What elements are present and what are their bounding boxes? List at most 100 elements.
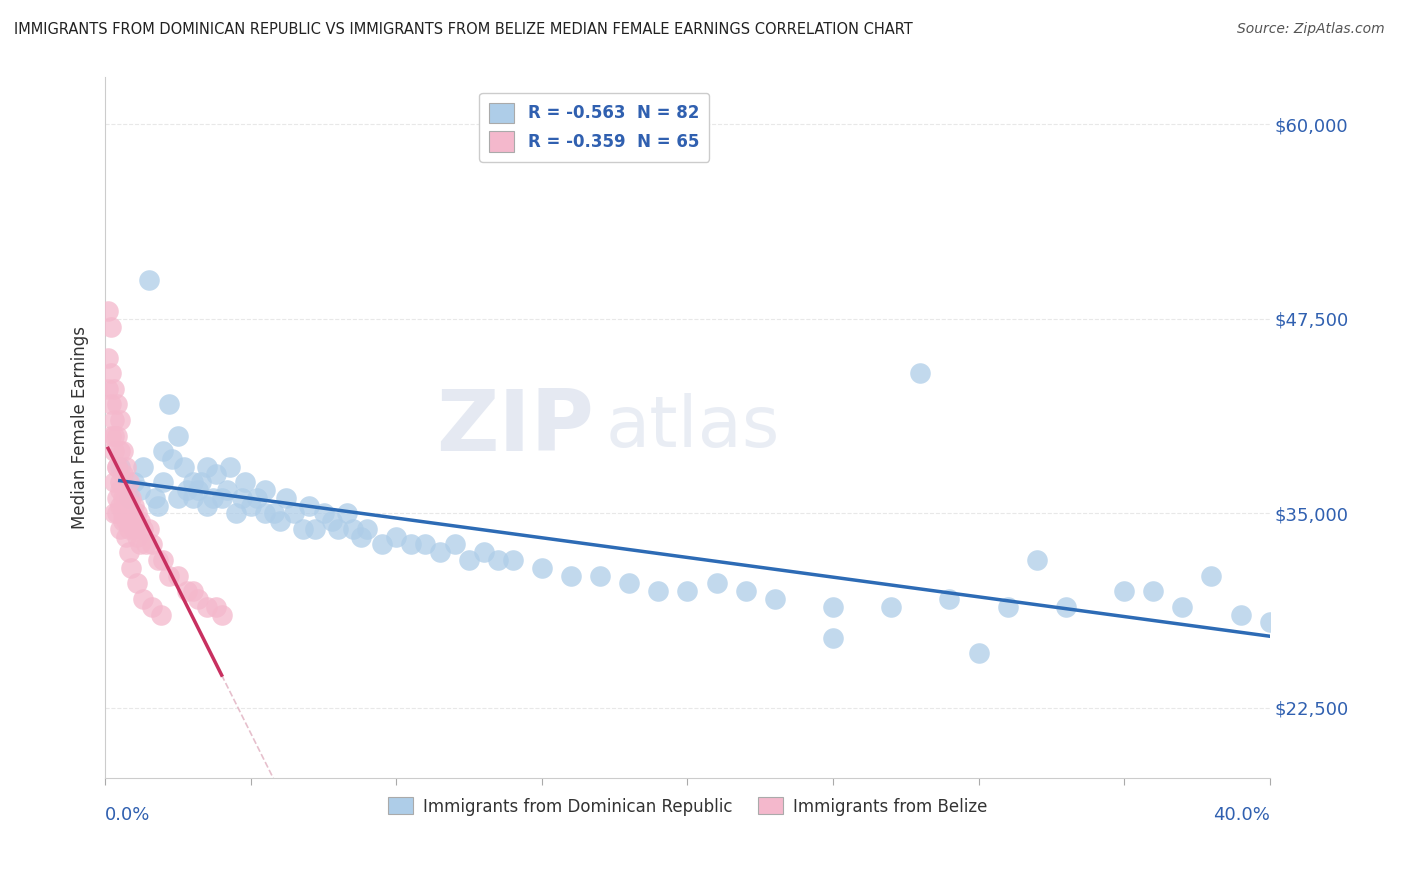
Point xyxy=(304,522,326,536)
Point xyxy=(176,584,198,599)
Point xyxy=(100,319,122,334)
Point xyxy=(619,576,641,591)
Point xyxy=(111,507,134,521)
Point xyxy=(111,467,134,482)
Point xyxy=(111,491,134,505)
Point xyxy=(117,522,139,536)
Point xyxy=(129,537,152,551)
Point xyxy=(269,514,291,528)
Point xyxy=(1142,584,1164,599)
Point xyxy=(211,607,233,622)
Point xyxy=(560,568,582,582)
Point xyxy=(103,444,125,458)
Point xyxy=(114,530,136,544)
Point xyxy=(114,491,136,505)
Point xyxy=(219,459,242,474)
Point xyxy=(298,499,321,513)
Point xyxy=(111,514,134,528)
Point xyxy=(124,499,146,513)
Point xyxy=(135,537,157,551)
Point xyxy=(181,584,204,599)
Point xyxy=(181,475,204,490)
Point xyxy=(1258,615,1281,630)
Point xyxy=(143,491,166,505)
Point xyxy=(100,366,122,380)
Point xyxy=(225,507,247,521)
Point xyxy=(211,491,233,505)
Point xyxy=(157,397,180,411)
Point xyxy=(108,459,131,474)
Point xyxy=(114,514,136,528)
Point xyxy=(108,413,131,427)
Point xyxy=(201,491,224,505)
Text: ZIP: ZIP xyxy=(436,386,595,469)
Point xyxy=(103,475,125,490)
Point xyxy=(100,428,122,442)
Point xyxy=(167,428,190,442)
Point xyxy=(127,530,149,544)
Point xyxy=(336,507,359,521)
Point xyxy=(205,599,228,614)
Point xyxy=(938,591,960,606)
Text: atlas: atlas xyxy=(606,393,780,462)
Point xyxy=(195,499,218,513)
Point xyxy=(676,584,699,599)
Point xyxy=(120,514,142,528)
Point xyxy=(399,537,422,551)
Point xyxy=(205,467,228,482)
Point xyxy=(181,491,204,505)
Point xyxy=(103,413,125,427)
Point xyxy=(274,491,297,505)
Point xyxy=(967,647,990,661)
Point xyxy=(706,576,728,591)
Point xyxy=(105,459,128,474)
Point xyxy=(108,499,131,513)
Point xyxy=(117,475,139,490)
Point xyxy=(132,591,155,606)
Point xyxy=(167,491,190,505)
Point xyxy=(190,475,212,490)
Point xyxy=(821,599,844,614)
Point xyxy=(103,382,125,396)
Point xyxy=(146,499,169,513)
Text: 40.0%: 40.0% xyxy=(1213,806,1270,824)
Point xyxy=(117,491,139,505)
Point xyxy=(910,366,932,380)
Point xyxy=(173,459,195,474)
Point xyxy=(356,522,378,536)
Point xyxy=(231,491,253,505)
Point xyxy=(103,428,125,442)
Point xyxy=(821,631,844,645)
Point xyxy=(97,304,120,318)
Point xyxy=(429,545,451,559)
Y-axis label: Median Female Earnings: Median Female Earnings xyxy=(72,326,89,529)
Point xyxy=(326,522,349,536)
Point xyxy=(105,491,128,505)
Point xyxy=(371,537,394,551)
Point xyxy=(1025,553,1047,567)
Point xyxy=(254,483,277,497)
Point xyxy=(486,553,509,567)
Point xyxy=(1229,607,1251,622)
Point xyxy=(146,553,169,567)
Point xyxy=(530,561,553,575)
Point xyxy=(167,568,190,582)
Point xyxy=(176,483,198,497)
Point xyxy=(443,537,465,551)
Point xyxy=(124,475,146,490)
Point xyxy=(120,491,142,505)
Point xyxy=(105,507,128,521)
Point xyxy=(105,397,128,411)
Point xyxy=(458,553,481,567)
Point xyxy=(647,584,669,599)
Point xyxy=(138,522,160,536)
Point xyxy=(108,475,131,490)
Point xyxy=(763,591,786,606)
Legend: Immigrants from Dominican Republic, Immigrants from Belize: Immigrants from Dominican Republic, Immi… xyxy=(381,790,994,822)
Point xyxy=(880,599,903,614)
Point xyxy=(502,553,524,567)
Point xyxy=(129,483,152,497)
Point xyxy=(283,507,305,521)
Point xyxy=(117,499,139,513)
Point xyxy=(292,522,315,536)
